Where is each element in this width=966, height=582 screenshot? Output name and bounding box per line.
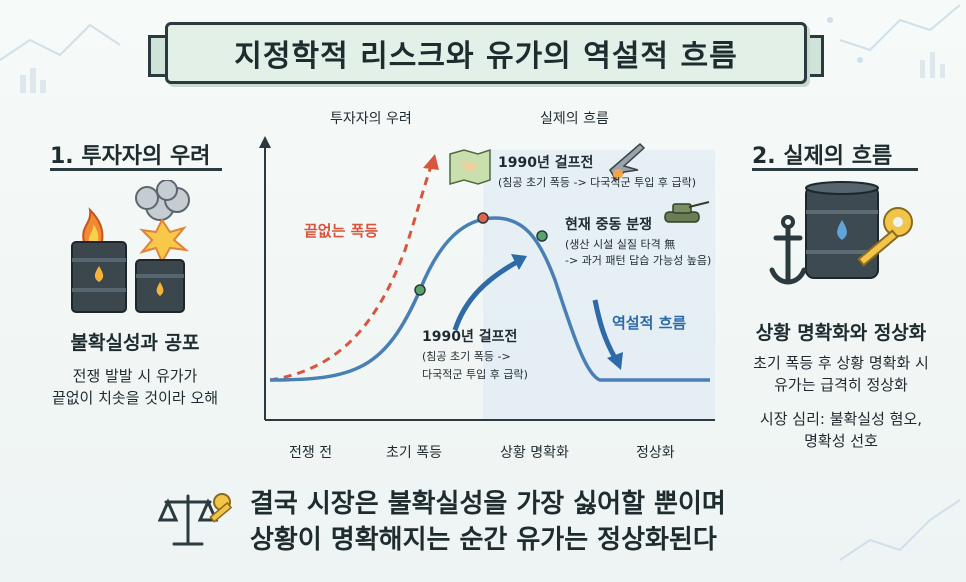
left-panel-desc-2: 끝없이 치솟을 것이라 오해	[51, 389, 219, 407]
annotation-mid-title: 1990년 걸프전	[422, 329, 518, 345]
right-panel-desc-1: 초기 폭등 후 상황 명확화 시	[753, 354, 929, 372]
burning-oil-barrels-icon	[71, 180, 190, 313]
x-stage-label: 초기 폭등	[386, 445, 442, 461]
clarification-shaded-region	[483, 150, 715, 420]
point-peak	[477, 212, 489, 224]
scales-key-icon	[158, 493, 233, 546]
map-icon	[449, 148, 491, 185]
right-panel-subheading: 상황 명확화와 정상화	[755, 322, 927, 344]
title-banner: 지정학적 리스크와 유가의 역설적 흐름	[148, 22, 824, 84]
paradox-flow-label: 역설적 흐름	[612, 314, 687, 332]
annotation-mid-detail-2: 다국적군 투입 후 급락)	[422, 368, 528, 381]
left-panel-subheading: 불확실성과 공포	[70, 332, 200, 354]
annotation-current-detail-1: (생산 시설 실질 타격 無	[565, 238, 676, 251]
annotation-mid-detail-1: (침공 초기 폭등 ->	[422, 350, 511, 363]
jet-fighter-icon	[609, 142, 646, 182]
annotation-current-detail-2: -> 과거 패턴 답습 가능성 높음)	[565, 254, 712, 267]
point-initial-surge	[414, 284, 426, 296]
endless-surge-curve	[269, 165, 433, 382]
gulf-war-arrow	[452, 259, 519, 331]
right-panel-heading: 2. 실제의 흐름	[752, 144, 893, 169]
tank-icon	[664, 201, 710, 223]
chart-top-label-left: 투자자의 우려	[330, 111, 412, 127]
paradox-flow-arrow	[592, 299, 618, 360]
endless-surge-label: 끝없는 폭등	[304, 222, 379, 240]
point-current	[536, 230, 548, 242]
right-panel-desc-3: 시장 심리: 불확실성 혐오,	[759, 410, 923, 428]
annotation-current-title: 현재 중동 분쟁	[565, 217, 653, 233]
x-stage-label: 정상화	[636, 445, 675, 461]
bottom-conclusion-line-2: 상황이 명확해지는 순간 유가는 정상화된다	[250, 525, 717, 555]
left-panel-heading: 1. 투자자의 우려	[50, 144, 211, 169]
annotation-top-detail: (침공 초기 폭등 -> 다국적군 투입 후 급락)	[498, 176, 697, 189]
oil-price-flow-chart	[259, 136, 715, 421]
x-stage-label: 전쟁 전	[289, 445, 333, 461]
barrel-anchor-key-icon	[769, 181, 913, 285]
page-title: 지정학적 리스크와 유가의 역설적 흐름	[234, 39, 738, 74]
annotation-top-title: 1990년 걸프전	[498, 155, 594, 171]
left-panel-desc-1: 전쟁 발발 시 유가가	[72, 367, 198, 385]
right-panel-desc-2: 유가는 급격히 정상화	[774, 376, 908, 394]
left-heading-underline	[50, 168, 222, 171]
right-heading-underline	[752, 168, 918, 171]
x-stage-label: 상황 명확화	[500, 445, 569, 461]
bottom-conclusion-line-1: 결국 시장은 불확실성을 가장 싫어할 뿐이며	[250, 489, 726, 519]
chart-top-label-right: 실제의 흐름	[540, 111, 609, 127]
right-panel-desc-4: 명확성 선호	[804, 432, 878, 450]
